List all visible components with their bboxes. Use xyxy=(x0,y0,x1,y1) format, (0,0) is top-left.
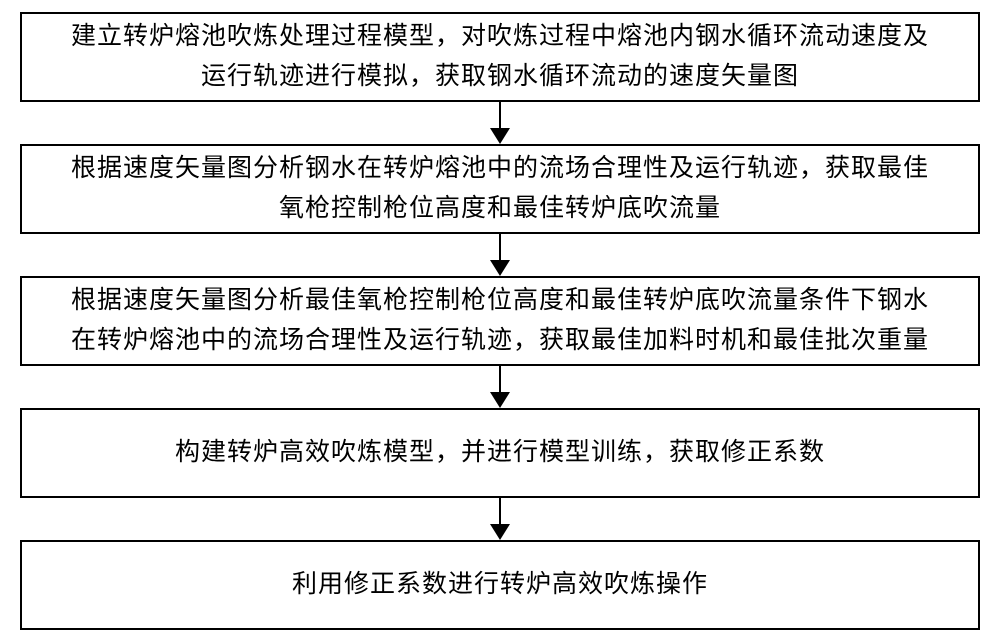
flowchart-step-2: 根据速度矢量图分析钢水在转炉熔池中的流场合理性及运行轨迹，获取最佳 氧枪控制枪位… xyxy=(20,144,980,234)
flowchart-step-1-text: 建立转炉熔池吹炼处理过程模型，对吹炼过程中熔池内钢水循环流动速度及 运行轨迹进行… xyxy=(71,17,929,97)
arrow-shaft xyxy=(499,498,501,524)
arrow-head-icon xyxy=(490,524,510,540)
flowchart-step-3: 根据速度矢量图分析最佳氧枪控制枪位高度和最佳转炉底吹流量条件下钢水 在转炉熔池中… xyxy=(20,276,980,366)
flowchart-arrow-2-3 xyxy=(0,234,1000,276)
flowchart-container: 建立转炉熔池吹炼处理过程模型，对吹炼过程中熔池内钢水循环流动速度及 运行轨迹进行… xyxy=(0,0,1000,642)
flowchart-step-1: 建立转炉熔池吹炼处理过程模型，对吹炼过程中熔池内钢水循环流动速度及 运行轨迹进行… xyxy=(20,12,980,102)
flowchart-step-5-text: 利用修正系数进行转炉高效吹炼操作 xyxy=(292,565,708,605)
arrow-shaft xyxy=(499,102,501,128)
flowchart-arrow-3-4 xyxy=(0,366,1000,408)
arrow-head-icon xyxy=(490,260,510,276)
flowchart-step-5: 利用修正系数进行转炉高效吹炼操作 xyxy=(20,540,980,630)
flowchart-step-4: 构建转炉高效吹炼模型，并进行模型训练，获取修正系数 xyxy=(20,408,980,498)
flowchart-arrow-1-2 xyxy=(0,102,1000,144)
flowchart-step-4-text: 构建转炉高效吹炼模型，并进行模型训练，获取修正系数 xyxy=(175,433,825,473)
flowchart-step-2-text: 根据速度矢量图分析钢水在转炉熔池中的流场合理性及运行轨迹，获取最佳 氧枪控制枪位… xyxy=(71,149,929,229)
arrow-shaft xyxy=(499,366,501,392)
arrow-head-icon xyxy=(490,128,510,144)
flowchart-arrow-4-5 xyxy=(0,498,1000,540)
flowchart-step-3-text: 根据速度矢量图分析最佳氧枪控制枪位高度和最佳转炉底吹流量条件下钢水 在转炉熔池中… xyxy=(71,281,929,361)
arrow-head-icon xyxy=(490,392,510,408)
arrow-shaft xyxy=(499,234,501,260)
